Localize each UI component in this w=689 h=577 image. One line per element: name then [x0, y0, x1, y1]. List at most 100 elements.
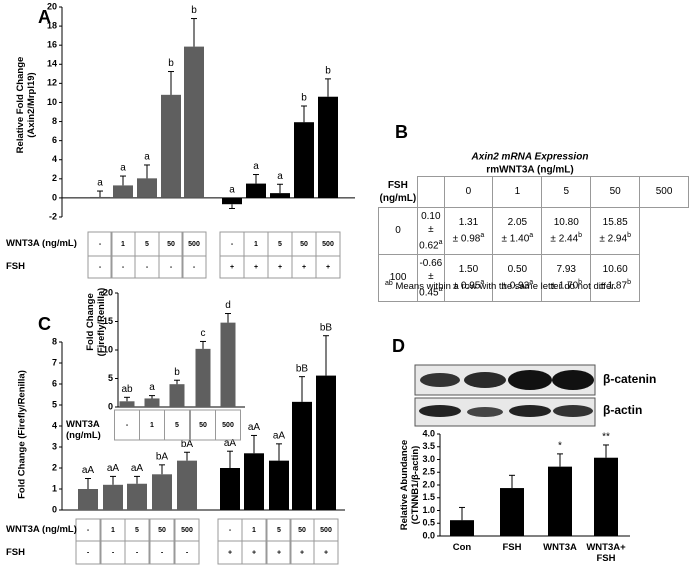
annotation: a [120, 163, 126, 174]
annotation: a [253, 161, 259, 172]
y-tick-label: 1 [52, 483, 57, 493]
condition-value: - [122, 264, 125, 271]
condition-value: + [277, 549, 281, 556]
y-tick-label: 4 [52, 420, 57, 430]
mean: 2.05 [507, 217, 528, 228]
condition-value: - [146, 264, 149, 271]
condition-value: - [161, 549, 164, 556]
letter: a [529, 279, 534, 287]
mean: -0.66 [419, 257, 443, 269]
sem: ± 2.44 [550, 233, 579, 245]
error-bar [253, 174, 259, 184]
condition-value: 5 [135, 527, 139, 534]
condition-value: 50 [300, 241, 308, 248]
y-tick-label: 15 [103, 316, 113, 326]
bar [548, 466, 572, 536]
y-tick-label: 5 [108, 373, 113, 383]
table-row: FSH (ng/mL) 0 1 5 50 500 [379, 176, 689, 208]
y-tick-label: 14 [47, 59, 57, 69]
panel-letter: B [395, 122, 408, 142]
mean: 0.10 [421, 210, 441, 222]
annotation: bA [181, 439, 194, 450]
sem-line: ± 1.40a [494, 229, 540, 245]
annotation: aA [273, 430, 286, 441]
error-bar [110, 475, 116, 485]
condition-value: - [186, 549, 189, 556]
annotation: b [174, 367, 180, 378]
annotation: * [558, 441, 562, 452]
condition-value: 500 [320, 527, 332, 534]
condition-value: - [112, 549, 115, 556]
bar [316, 375, 336, 510]
table-cell [215, 409, 241, 441]
condition-value: 1 [150, 422, 154, 429]
annotation: aA [131, 463, 144, 474]
annotation: c [201, 328, 206, 339]
sem: ± 0.62 [419, 223, 439, 251]
bar [244, 453, 264, 510]
blot-band [509, 405, 551, 417]
error-bar [459, 506, 465, 521]
annotation: b [168, 58, 174, 69]
condition-value: + [300, 549, 304, 556]
sem-line: ± 2.44b [543, 229, 589, 245]
error-bar [191, 18, 197, 47]
column-header: 500 [639, 176, 689, 208]
row-label: 0 [377, 206, 419, 255]
blot-band [467, 407, 503, 417]
error-bar [168, 71, 174, 95]
y-tick-label: 3.5 [422, 441, 435, 451]
y-tick-label: 3 [52, 441, 57, 451]
bar [294, 122, 314, 198]
condition-value: 500 [181, 527, 193, 534]
annotation: a [277, 171, 283, 182]
cell: 0.50 ± 0.93a [492, 253, 543, 303]
annotation: aA [248, 422, 261, 433]
y-tick-label: 10 [103, 344, 113, 354]
annotation: a [149, 382, 155, 393]
letter: b [578, 232, 583, 239]
y-tick-label: 10 [47, 97, 57, 107]
x-tick-label: Con [452, 542, 472, 553]
condition-value: - [193, 264, 196, 271]
panel-letter: D [392, 336, 405, 356]
annotation: bB [320, 322, 333, 333]
error-bar [301, 105, 307, 123]
sem: ± 0.45 [419, 270, 439, 299]
annotation: aA [107, 463, 120, 474]
condition-value: 50 [158, 527, 166, 534]
condition-value: 500 [222, 422, 234, 429]
annotation: b [301, 93, 307, 104]
blot-band [553, 405, 593, 417]
condition-value: 50 [199, 422, 207, 429]
condition-value: + [254, 264, 258, 271]
sem: ± 2.94 [599, 233, 628, 245]
bar [177, 460, 197, 510]
condition-value: 500 [188, 241, 200, 248]
error-bar [85, 478, 91, 489]
condition-value: 1 [121, 241, 125, 248]
error-bar [557, 453, 563, 467]
y-tick-label: 2.0 [422, 479, 435, 489]
y-tick-label: 6 [52, 135, 57, 145]
error-bar [97, 190, 103, 197]
x-tick-label: WNT3A [543, 542, 577, 553]
bar [220, 468, 240, 510]
error-bar [200, 340, 206, 349]
condition-label: WNT3A (ng/mL) [6, 524, 77, 535]
blot-band [552, 370, 594, 390]
condition-value: - [87, 549, 90, 556]
error-bar [120, 175, 126, 186]
sem-line: ± 0.62a [419, 223, 442, 252]
table-cell [87, 255, 113, 279]
panel-letter: A [38, 7, 51, 27]
sem-line: ± 0.98a [446, 229, 492, 245]
column-header: 0 [443, 176, 494, 208]
y-tick-label: 5 [52, 399, 57, 409]
error-bar [184, 451, 190, 461]
corner-cell [417, 176, 445, 208]
sem: ± 1.87 [599, 280, 628, 292]
error-bar [276, 443, 282, 461]
footnote-text: Means within a row with the same letter … [395, 281, 617, 293]
error-bar [229, 204, 235, 210]
